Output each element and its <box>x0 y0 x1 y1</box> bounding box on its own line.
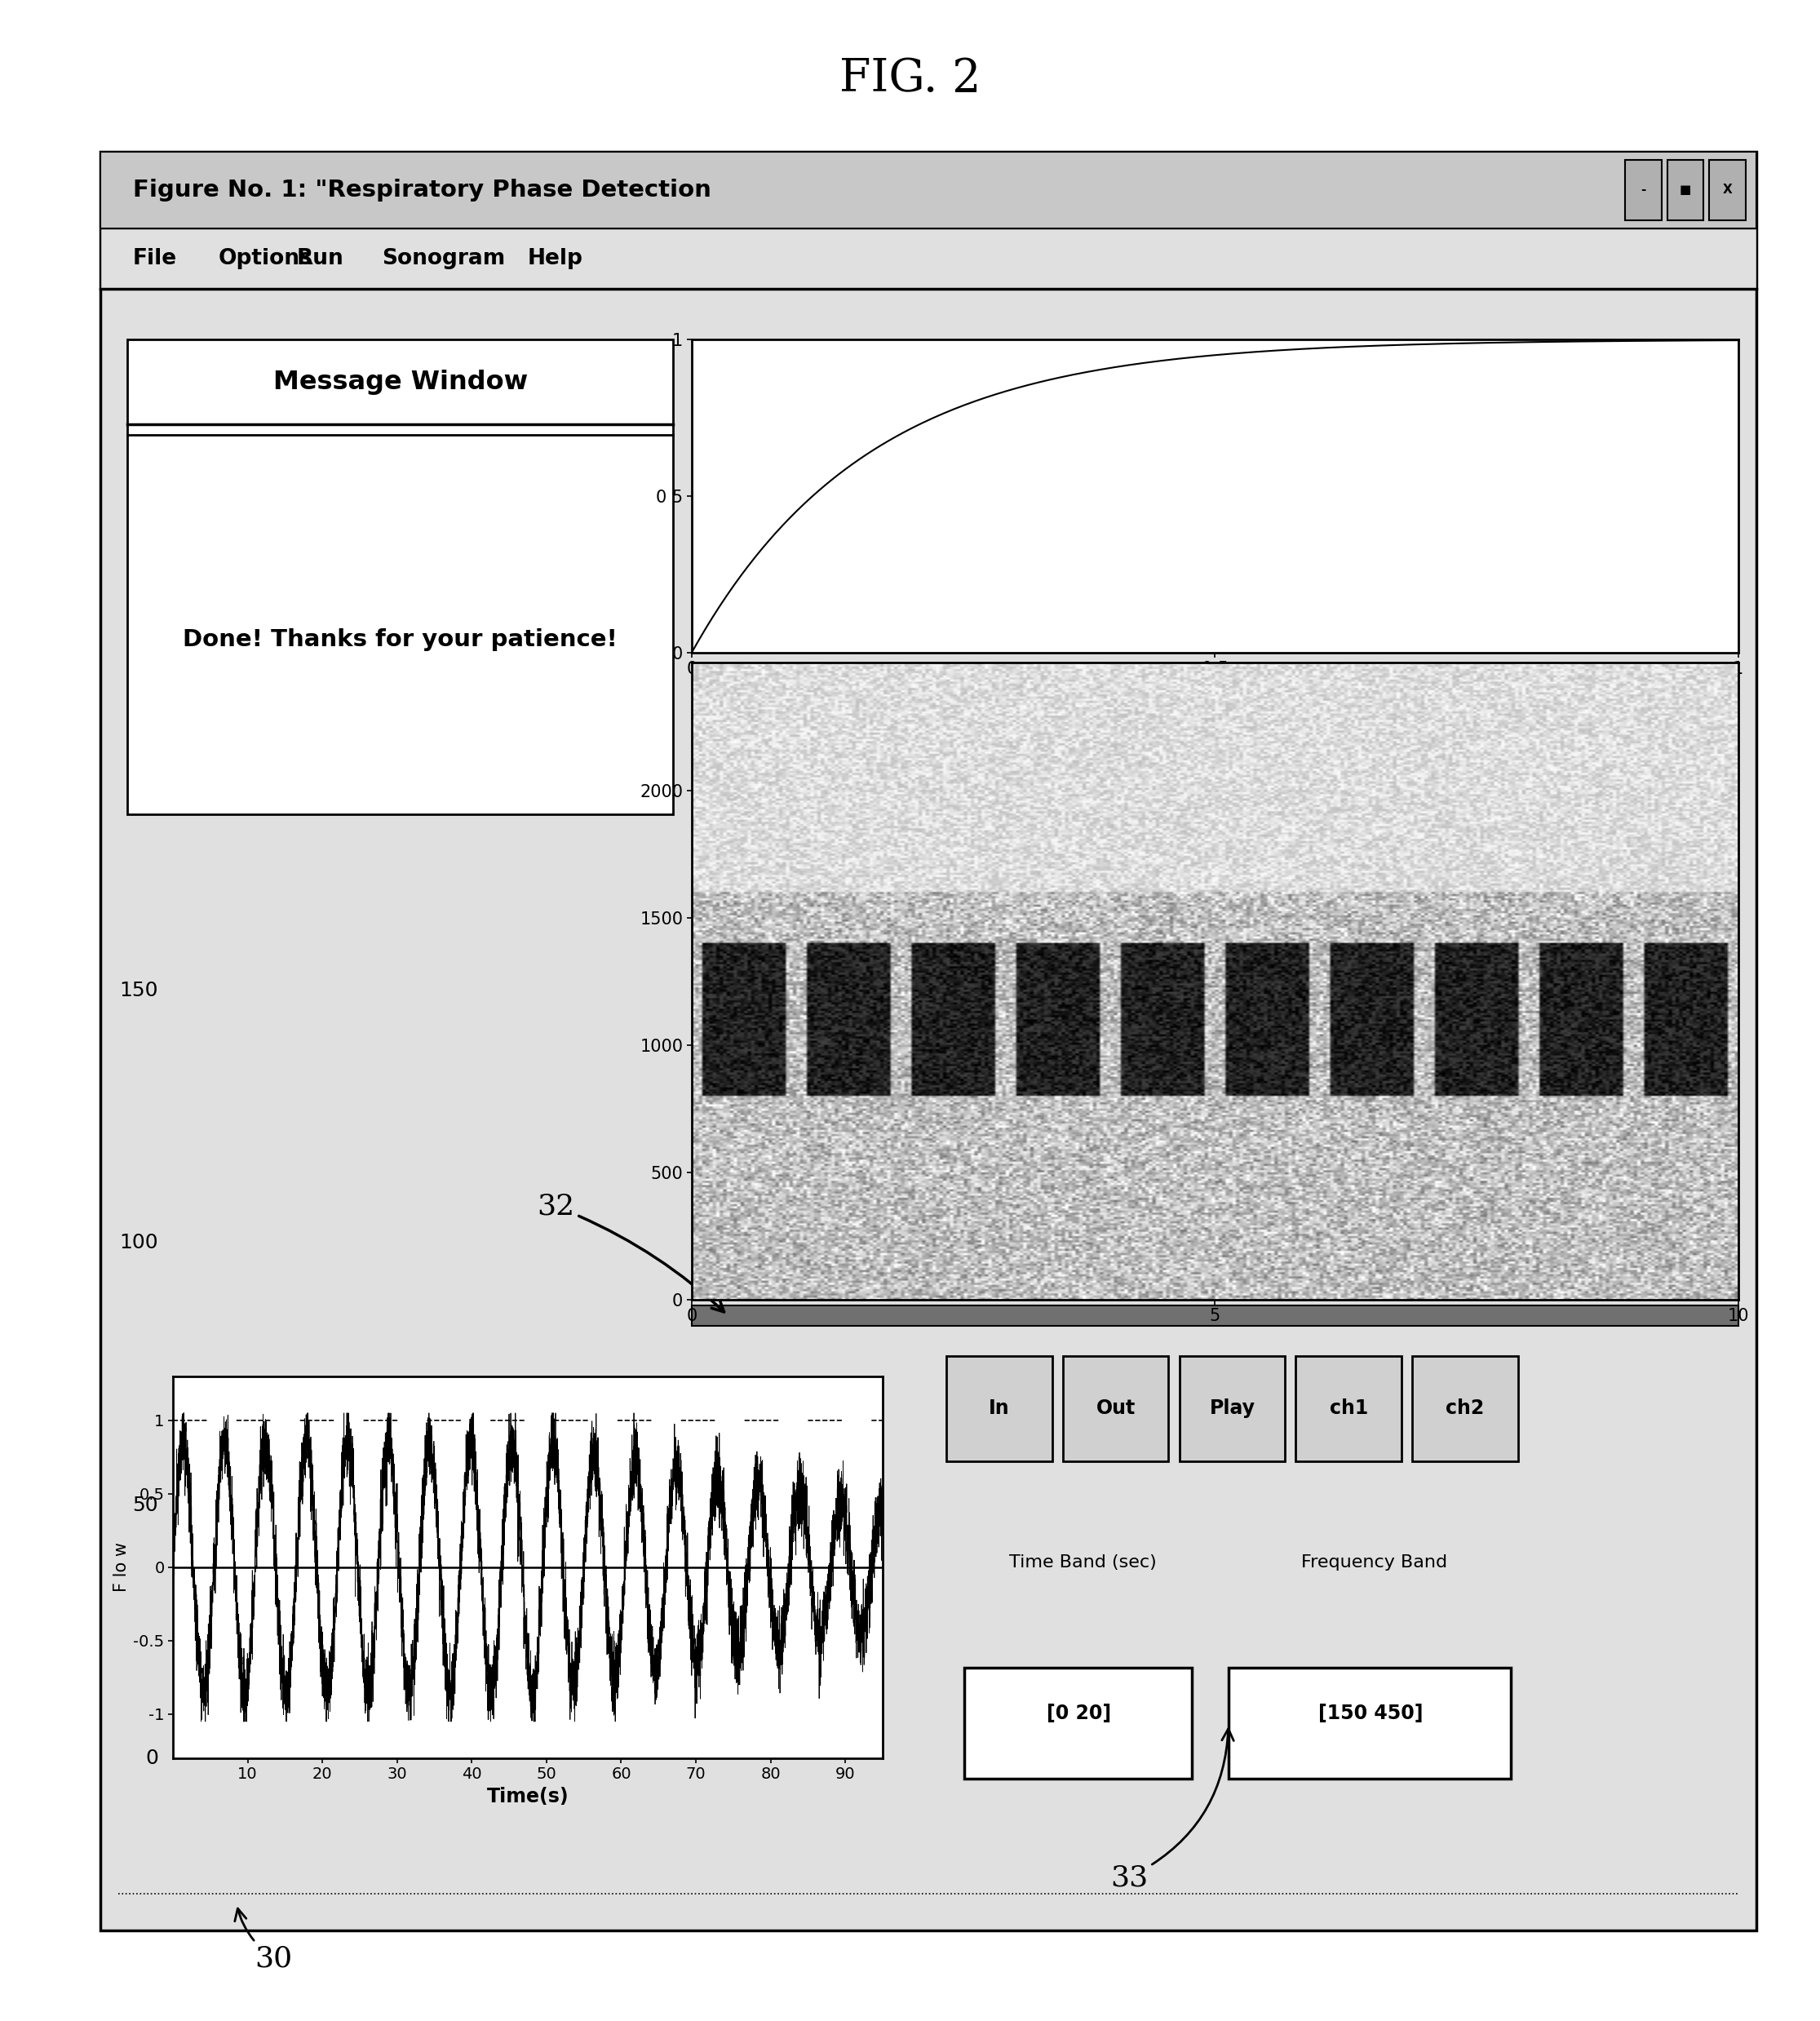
FancyBboxPatch shape <box>1625 160 1662 220</box>
Text: 31: 31 <box>1327 406 1367 435</box>
Text: -: - <box>1642 184 1645 196</box>
FancyBboxPatch shape <box>1667 160 1704 220</box>
Text: FIG. 2: FIG. 2 <box>839 57 981 101</box>
Text: Options: Options <box>218 249 313 269</box>
Text: Figure No. 1: "Respiratory Phase Detection: Figure No. 1: "Respiratory Phase Detecti… <box>133 178 712 202</box>
Text: 150: 150 <box>120 980 158 1000</box>
Text: 33: 33 <box>1110 1728 1234 1892</box>
FancyBboxPatch shape <box>1229 1667 1511 1778</box>
FancyBboxPatch shape <box>965 1667 1192 1778</box>
Text: Message Window: Message Window <box>273 370 528 394</box>
X-axis label: Time(s): Time(s) <box>486 1787 570 1807</box>
Text: ch1: ch1 <box>1329 1399 1369 1419</box>
Text: [150 450]: [150 450] <box>1318 1704 1423 1724</box>
Y-axis label: F lo w: F lo w <box>113 1542 129 1593</box>
FancyBboxPatch shape <box>1709 160 1745 220</box>
FancyBboxPatch shape <box>946 1356 1052 1461</box>
Text: Time Band (sec): Time Band (sec) <box>1008 1554 1158 1570</box>
Text: [0 20]: [0 20] <box>1046 1704 1112 1724</box>
FancyBboxPatch shape <box>127 340 673 814</box>
FancyBboxPatch shape <box>1179 1356 1285 1461</box>
FancyBboxPatch shape <box>692 1306 1738 1326</box>
Text: Out: Out <box>1096 1399 1136 1419</box>
Text: Play: Play <box>1208 1399 1256 1419</box>
Text: Run: Run <box>297 249 344 269</box>
FancyBboxPatch shape <box>1412 1356 1518 1461</box>
Text: Help: Help <box>528 249 582 269</box>
Text: In: In <box>988 1399 1010 1419</box>
Text: Done! Thanks for your patience!: Done! Thanks for your patience! <box>184 629 617 651</box>
FancyBboxPatch shape <box>100 152 1756 1930</box>
Text: Sonogram: Sonogram <box>382 249 506 269</box>
Text: 32: 32 <box>537 1192 724 1312</box>
FancyBboxPatch shape <box>1296 1356 1401 1461</box>
Text: X: X <box>1722 184 1733 196</box>
Text: File: File <box>133 249 177 269</box>
FancyBboxPatch shape <box>100 228 1756 289</box>
Text: 100: 100 <box>120 1233 158 1253</box>
Text: 50: 50 <box>133 1496 158 1516</box>
Text: 0: 0 <box>146 1748 158 1768</box>
Text: Frequency Band: Frequency Band <box>1301 1554 1447 1570</box>
FancyBboxPatch shape <box>1063 1356 1168 1461</box>
FancyBboxPatch shape <box>100 152 1756 228</box>
Text: ch2: ch2 <box>1445 1399 1485 1419</box>
Text: ■: ■ <box>1680 184 1691 196</box>
Text: 30: 30 <box>235 1908 293 1972</box>
